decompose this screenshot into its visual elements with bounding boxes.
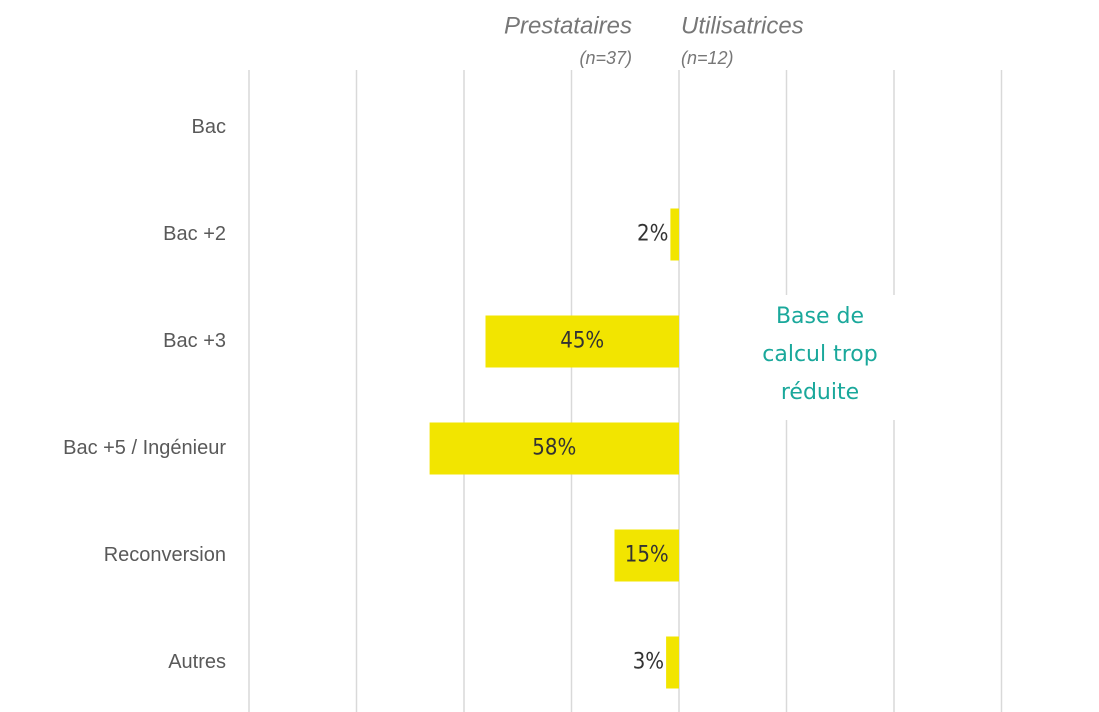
annotation: calcul trop [762, 342, 877, 367]
category-label: Bac +5 / Ingénieur [63, 437, 226, 459]
value-label: 58% [532, 436, 576, 461]
category-label: Bac +2 [163, 223, 226, 245]
category-label: Reconversion [104, 544, 226, 566]
annotation: Base de [776, 304, 864, 329]
series-header: Prestataires [504, 12, 632, 39]
annotation-bg [745, 295, 895, 420]
bar [614, 529, 679, 582]
value-label: 2% [637, 222, 668, 247]
bar [429, 422, 679, 475]
bar [670, 208, 679, 261]
annotation: réduite [781, 380, 859, 405]
category-label: Bac +3 [163, 330, 226, 352]
category-label: Autres [168, 651, 226, 673]
series-header: Utilisatrices [681, 12, 804, 39]
value-label: 45% [560, 329, 604, 354]
bar [666, 636, 679, 689]
series-n: (n=12) [681, 48, 734, 68]
value-label: 15% [625, 543, 669, 568]
value-label: 3% [633, 650, 664, 675]
bar [485, 315, 679, 368]
series-n: (n=37) [579, 48, 632, 68]
category-label: Bac [192, 116, 226, 138]
